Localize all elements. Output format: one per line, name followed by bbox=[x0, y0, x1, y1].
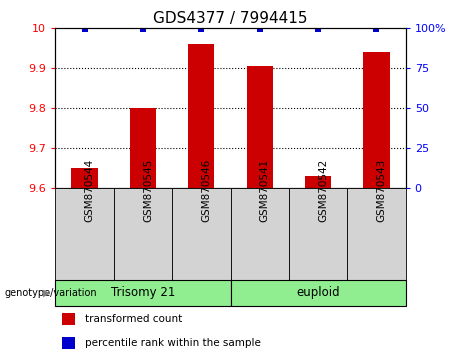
Text: GSM870544: GSM870544 bbox=[84, 159, 95, 222]
Bar bbox=[55, 280, 230, 306]
Text: transformed count: transformed count bbox=[85, 314, 183, 324]
Text: GSM870541: GSM870541 bbox=[260, 159, 270, 222]
Text: GSM870543: GSM870543 bbox=[377, 159, 386, 222]
Text: genotype/variation: genotype/variation bbox=[5, 288, 97, 298]
Bar bbox=[230, 280, 406, 306]
Bar bbox=[289, 188, 347, 280]
Bar bbox=[172, 188, 230, 280]
Text: GSM870542: GSM870542 bbox=[318, 159, 328, 222]
Bar bbox=[55, 188, 114, 280]
Bar bbox=[230, 188, 289, 280]
Bar bbox=[305, 176, 331, 188]
Bar bbox=[62, 313, 75, 325]
Text: ▶: ▶ bbox=[43, 288, 51, 298]
Text: euploid: euploid bbox=[296, 286, 340, 299]
Text: GSM870546: GSM870546 bbox=[201, 159, 211, 222]
Bar bbox=[130, 108, 156, 188]
Text: Trisomy 21: Trisomy 21 bbox=[111, 286, 175, 299]
Bar bbox=[71, 168, 98, 188]
Bar bbox=[188, 44, 214, 188]
Bar bbox=[247, 66, 273, 188]
Text: GSM870545: GSM870545 bbox=[143, 159, 153, 222]
Title: GDS4377 / 7994415: GDS4377 / 7994415 bbox=[153, 11, 308, 26]
Bar bbox=[363, 52, 390, 188]
Bar bbox=[62, 337, 75, 349]
Bar bbox=[114, 188, 172, 280]
Bar bbox=[347, 188, 406, 280]
Text: percentile rank within the sample: percentile rank within the sample bbox=[85, 338, 261, 348]
